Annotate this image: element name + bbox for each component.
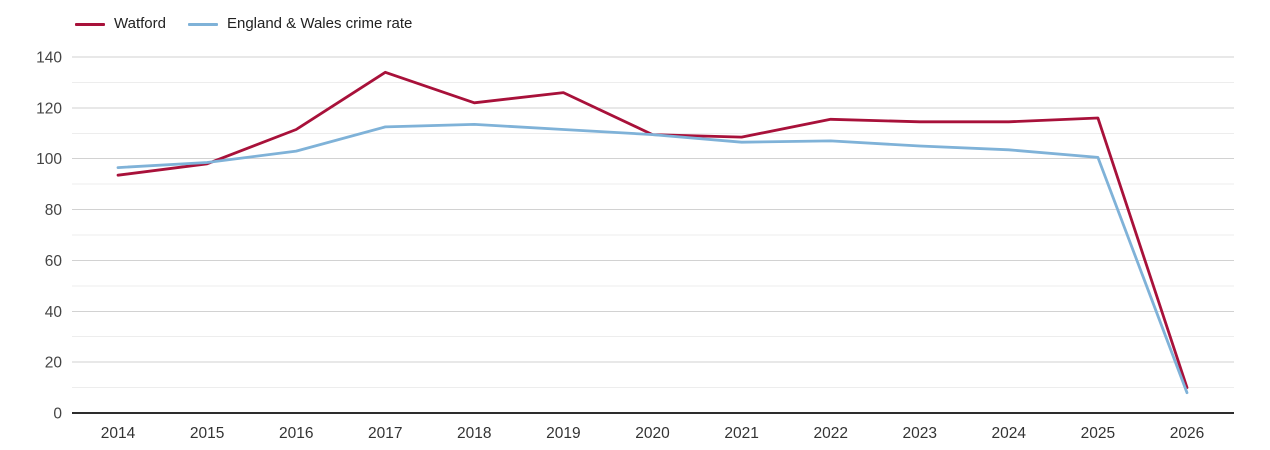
y-tick-label: 40: [45, 304, 63, 321]
y-tick-label: 80: [45, 202, 63, 219]
x-tick-label: 2016: [279, 425, 313, 442]
y-tick-label: 20: [45, 355, 63, 372]
x-tick-label: 2020: [635, 425, 670, 442]
x-tick-label: 2022: [813, 425, 847, 442]
x-tick-label: 2014: [101, 425, 136, 442]
x-tick-label: 2026: [1170, 425, 1204, 442]
y-tick-label: 60: [45, 253, 63, 270]
legend-swatch-watford: [75, 22, 105, 26]
legend: Watford England & Wales crime rate: [75, 13, 412, 35]
legend-swatch-england-wales: [187, 22, 218, 26]
legend-label-watford: Watford: [114, 15, 166, 32]
y-tick-label: 100: [36, 151, 62, 168]
x-tick-label: 2015: [190, 425, 224, 442]
x-tick-label: 2025: [1081, 425, 1115, 442]
series-line-england-wales-crime-rate: [116, 123, 1189, 395]
x-tick-label: 2023: [903, 425, 937, 442]
series-line-watford: [116, 70, 1189, 390]
x-tick-label: 2019: [546, 425, 580, 442]
legend-item-watford[interactable]: Watford: [75, 13, 166, 35]
x-tick-label: 2017: [368, 425, 402, 442]
x-tick-label: 2021: [724, 425, 758, 442]
x-tick-label: 2024: [992, 425, 1027, 442]
x-tick-label: 2018: [457, 425, 491, 442]
legend-item-england-wales[interactable]: England & Wales crime rate: [187, 13, 413, 35]
y-tick-label: 120: [36, 100, 62, 117]
y-tick-label: 0: [53, 406, 62, 423]
legend-label-england-wales: England & Wales crime rate: [226, 15, 413, 32]
y-tick-label: 140: [36, 50, 62, 67]
